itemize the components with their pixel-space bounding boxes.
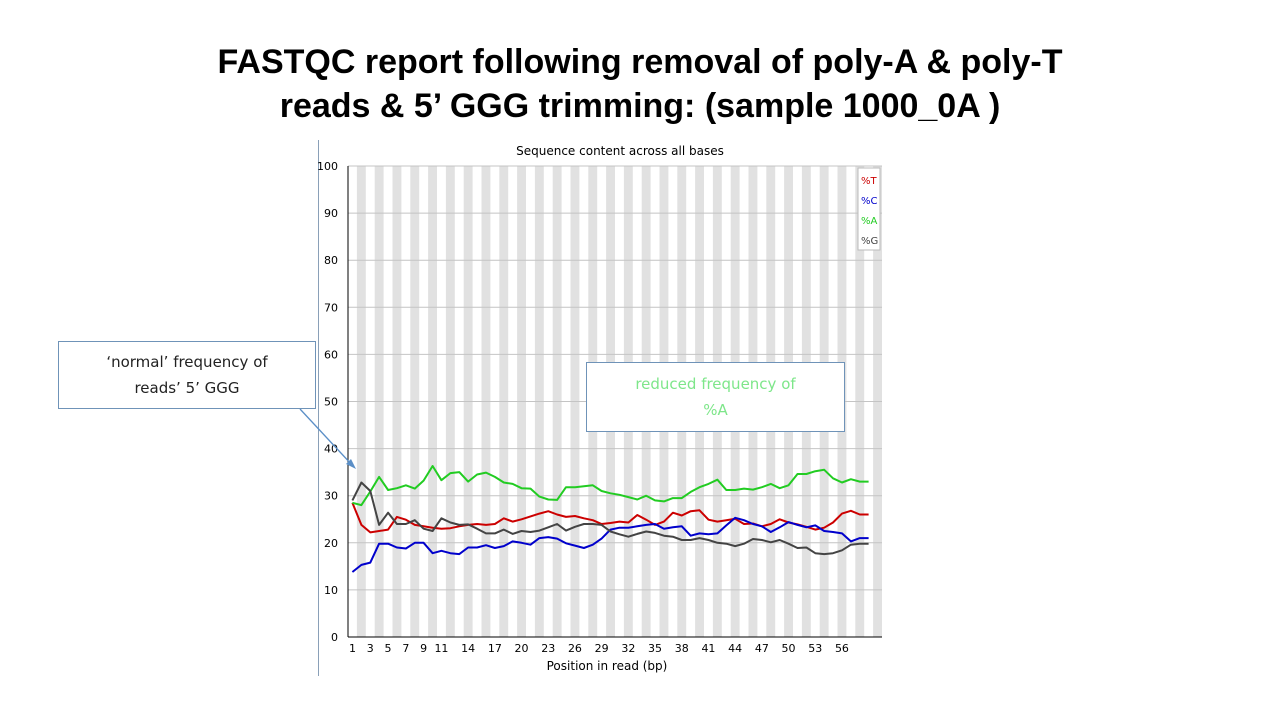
x-axis-label: Position in read (bp) [547, 659, 668, 673]
series-line-pct-c [351, 516, 869, 573]
callout-reduced-a: reduced frequency of %A [586, 362, 845, 432]
y-tick-label: 0 [331, 631, 338, 644]
x-tick-label: 5 [385, 642, 392, 655]
x-tick-label: 17 [488, 642, 502, 655]
x-tick-label: 35 [648, 642, 662, 655]
x-tick-label: 56 [835, 642, 849, 655]
callout-right-line2: %A [703, 401, 728, 419]
y-tick-label: 90 [324, 207, 338, 220]
chart-series-lines [351, 465, 869, 573]
callout-left-line2: reads’ 5’ GGG [134, 379, 240, 397]
x-tick-label: 7 [402, 642, 409, 655]
callout-left-line1: ‘normal’ frequency of [106, 353, 268, 371]
x-tick-label: 23 [541, 642, 555, 655]
callout-normal-ggg: ‘normal’ frequency of reads’ 5’ GGG [58, 341, 316, 409]
y-tick-label: 40 [324, 443, 338, 456]
legend-entry: %T [861, 176, 878, 187]
callout-right-line1: reduced frequency of [635, 375, 796, 393]
legend-entry: %A [861, 216, 878, 227]
x-tick-label: 50 [782, 642, 796, 655]
y-tick-label: 20 [324, 537, 338, 550]
y-tick-label: 30 [324, 490, 338, 503]
slide-title-line2: reads & 5’ GGG trimming: (sample 1000_0A… [279, 87, 1001, 125]
y-tick-label: 100 [317, 160, 338, 173]
y-tick-labels: 0 10 20 30 40 50 60 70 80 90 100 [317, 160, 338, 644]
chart-axes [347, 166, 882, 638]
x-tick-label: 38 [675, 642, 689, 655]
y-tick-label: 80 [324, 254, 338, 267]
x-tick-label: 20 [515, 642, 529, 655]
callout-arrow-line [299, 408, 354, 467]
slide-title-line1: FASTQC report following removal of poly-… [217, 43, 1063, 81]
series-line-pct-t [351, 502, 869, 534]
x-tick-label: 44 [728, 642, 742, 655]
x-tick-label: 11 [434, 642, 448, 655]
legend-entry: %C [861, 196, 878, 207]
series-line-pct-g [351, 481, 869, 556]
x-tick-label: 41 [701, 642, 715, 655]
legend-entry: %G [861, 236, 878, 247]
x-tick-label: 9 [420, 642, 427, 655]
legend-box [857, 167, 881, 251]
series-line-pct-a [352, 465, 869, 507]
y-tick-label: 10 [324, 584, 338, 597]
x-tick-label: 14 [461, 642, 475, 655]
x-tick-label: 26 [568, 642, 582, 655]
x-tick-label: 29 [595, 642, 609, 655]
x-tick-label: 3 [367, 642, 374, 655]
x-tick-label: 1 [349, 642, 356, 655]
x-tick-label: 53 [808, 642, 822, 655]
slide-title: FASTQC report following removal of poly-… [0, 40, 1280, 128]
x-tick-label: 32 [621, 642, 635, 655]
chart-title: Sequence content across all bases [516, 144, 724, 158]
x-tick-label: 47 [755, 642, 769, 655]
vertical-divider [318, 140, 319, 676]
chart-legend: %T %C %A %G [857, 167, 881, 251]
y-tick-label: 50 [324, 396, 338, 409]
callout-arrowhead [346, 459, 356, 469]
y-tick-label: 60 [324, 348, 338, 361]
x-tick-labels: 1 3 5 7 9 11 14 17 20 23 26 29 32 35 38 41 44 47 50 53 56 [349, 642, 849, 655]
y-tick-label: 70 [324, 301, 338, 314]
